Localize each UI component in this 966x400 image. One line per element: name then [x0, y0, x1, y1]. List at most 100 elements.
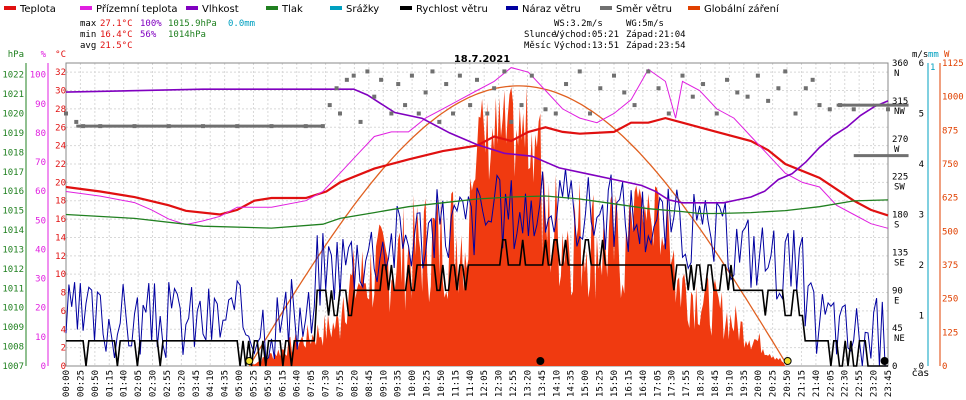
- moon-label: Měsíc: [524, 41, 551, 51]
- chart-title: 18.7.2021: [454, 54, 510, 65]
- axis-tick-label: 1010: [2, 304, 24, 314]
- wind-direction-point: [372, 94, 377, 99]
- x-axis-label: čas: [912, 367, 929, 379]
- wind-direction-point: [365, 69, 370, 74]
- legend-entry: Srážky: [330, 3, 379, 15]
- wind-direction-point: [553, 111, 558, 116]
- x-tick-label: 21:15: [797, 370, 807, 397]
- axis-unit: %: [41, 50, 47, 60]
- speed-tick-label: 6: [919, 59, 924, 69]
- series-line: [65, 88, 889, 204]
- radiation-tick-label: 625: [942, 194, 958, 204]
- series-lines: [65, 67, 889, 229]
- x-tick-label: 13:45: [538, 370, 548, 397]
- axis-tick-label: 1016: [2, 187, 24, 197]
- x-tick-label: 10:50: [437, 370, 447, 397]
- x-tick-label: 16:40: [639, 370, 649, 397]
- axis-tick-label: 12: [55, 252, 66, 262]
- moonset-marker: [880, 357, 889, 365]
- x-tick-label: 01:40: [120, 370, 130, 397]
- sunset: Západ:21:04: [626, 30, 686, 40]
- axis-unit: W: [944, 50, 950, 60]
- wind-direction-point: [74, 119, 79, 124]
- x-tick-label: 18:45: [711, 370, 721, 397]
- x-tick-label: 10:00: [408, 370, 418, 397]
- sunset-marker: [783, 357, 792, 365]
- legend-entry: Globální záření: [688, 3, 780, 15]
- x-tick-label: 03:45: [192, 370, 202, 397]
- x-tick-label: 12:30: [495, 370, 505, 397]
- wind-direction-point: [725, 77, 730, 82]
- stat-label: avg: [80, 41, 96, 51]
- axis-tick-label: 32: [55, 68, 66, 78]
- axis-tick-label: 70: [35, 158, 46, 168]
- stat-value: 1014hPa: [168, 30, 206, 40]
- legend: Teplota Přízemní teplota Vlhkost Tlak Srážky…: [4, 3, 780, 15]
- x-tick-label: 11:40: [466, 370, 476, 397]
- stat-value: 100%: [140, 19, 162, 29]
- radiation-tick-label: 1125: [942, 59, 964, 69]
- legend-entry: Směr větru: [600, 3, 672, 15]
- legend-label: Vlhkost: [202, 4, 239, 15]
- axis-tick-label: 1008: [2, 343, 24, 353]
- wind-direction-point: [457, 73, 462, 78]
- axis-tick-label: 2: [61, 344, 66, 354]
- wind-direction-point: [622, 90, 627, 95]
- x-tick-label: 03:20: [177, 370, 187, 397]
- wind-direction-point: [588, 111, 593, 116]
- wind-direction-point: [358, 119, 363, 124]
- x-tick-label: 07:05: [307, 370, 317, 397]
- x-tick-label: 12:05: [480, 370, 490, 397]
- wind-direction-point: [396, 82, 401, 87]
- axis-unit: m/s: [912, 50, 928, 60]
- direction-tick-label: 180: [892, 211, 908, 221]
- x-tick-label: 08:20: [350, 370, 360, 397]
- wind-direction-point: [338, 111, 342, 116]
- x-tick-label: 13:20: [523, 370, 533, 397]
- radiation-tick-label: 500: [942, 227, 958, 237]
- legend-swatch: [266, 6, 278, 10]
- stats-block: max 27.1°C 100% 1015.9hPa 0.0mm min 16.4°C 56% 1…: [80, 19, 686, 51]
- speed-tick-label: 2: [919, 261, 924, 271]
- direction-tick-letter: NW: [894, 107, 905, 117]
- axis-tick-label: 0: [41, 362, 46, 372]
- wind-direction-point: [423, 90, 428, 95]
- legend-label: Směr větru: [616, 3, 672, 15]
- axis-tick-label: 28: [55, 105, 66, 115]
- wind-direction-point: [403, 103, 408, 108]
- axis-tick-label: 1012: [2, 265, 24, 275]
- x-tick-label: 00:00: [62, 370, 72, 397]
- direction-tick-letter: SW: [894, 183, 905, 193]
- wind-direction-point: [680, 73, 685, 78]
- moonrise: Východ:13:51: [554, 41, 619, 51]
- legend-swatch: [400, 6, 412, 10]
- wind-direction-point: [519, 103, 524, 108]
- wind-direction-point: [817, 103, 822, 108]
- speed-tick-label: 1: [919, 312, 924, 322]
- speed-tick-label: 3: [919, 211, 924, 221]
- legend-label: Teplota: [19, 4, 56, 15]
- series-line: [65, 116, 889, 217]
- direction-tick-label: 270: [892, 135, 908, 145]
- wind-direction-point: [646, 69, 651, 74]
- axis-tick-label: 30: [55, 87, 66, 97]
- x-tick-label: 10:25: [423, 370, 433, 397]
- x-tick-label: 00:50: [91, 370, 101, 397]
- legend-label: Náraz větru: [522, 3, 581, 15]
- wind-direction-point: [827, 107, 832, 112]
- legend-entry: Náraz větru: [506, 3, 581, 15]
- axis-tick-label: 14: [55, 233, 66, 243]
- x-tick-label: 09:35: [394, 370, 404, 397]
- wind-direction-point: [632, 103, 637, 108]
- radiation-clearsky-line: [248, 85, 788, 367]
- wind-direction-point: [430, 69, 435, 74]
- axis-tick-label: 1015: [2, 207, 24, 217]
- wind-direction-point: [543, 107, 548, 112]
- x-tick-label: 08:45: [365, 370, 375, 397]
- stat-value: 1015.9hPa: [168, 19, 217, 29]
- direction-tick-letter: S: [894, 221, 899, 231]
- axis-tick-label: 40: [35, 245, 46, 255]
- wind-direction-point: [327, 103, 332, 108]
- series-line: [65, 67, 889, 229]
